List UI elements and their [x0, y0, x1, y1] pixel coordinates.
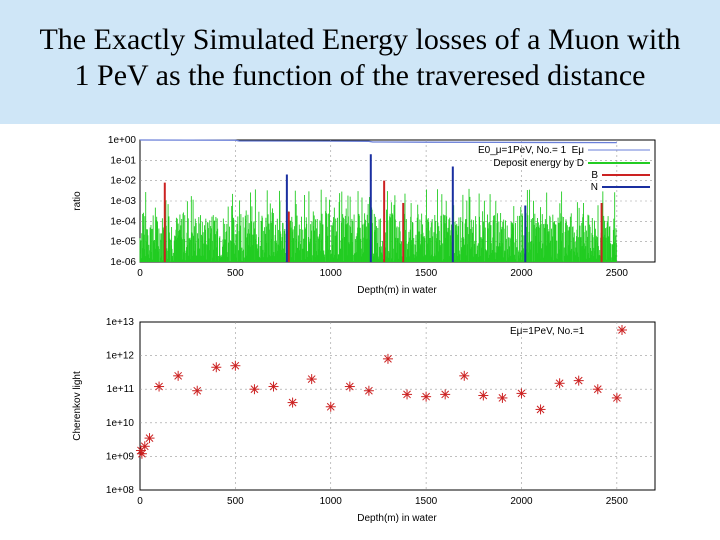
top-y-tick-label: 1e-04	[110, 216, 136, 227]
bottom-y-ticks: 1e+08 1e+09 1e+10 1e+11 1e+12 1e+13	[106, 317, 135, 496]
bottom-x-tick-label: 1500	[415, 496, 438, 507]
bottom-x-tick-label: 500	[227, 496, 244, 507]
scatter-point	[554, 378, 565, 389]
scatter-point	[592, 384, 603, 395]
bottom-legend: Eμ=1PeV, No.=1	[510, 325, 627, 337]
slide-title-line-2: 1 PeV as the function of the traveresed …	[74, 59, 646, 92]
top-y-ticks: 1e-06 1e-05 1e-04 1e-03 1e-02 1e-01 1e+00	[108, 135, 137, 268]
energy-ratio-chart: 1e-06 1e-05 1e-04 1e-03 1e-02 1e-01 1e+00 0 500…	[72, 135, 656, 296]
bottom-y-tick-label: 1e+08	[106, 485, 135, 496]
scatter-point	[440, 389, 451, 400]
scatter-point	[230, 360, 241, 371]
top-x-axis-label: Depth(m) in water	[357, 285, 437, 296]
bottom-legend-marker	[617, 325, 627, 335]
scatter-point	[136, 448, 147, 459]
top-y-tick-label: 1e+00	[108, 135, 137, 146]
top-y-tick-label: 1e-02	[110, 176, 136, 187]
scatter-point	[421, 391, 432, 402]
top-x-tick-label: 2000	[510, 268, 533, 279]
scatter-point	[268, 381, 279, 392]
emu-line	[139, 139, 617, 144]
top-legend-label-n: N	[591, 182, 598, 193]
scatter-point	[382, 353, 393, 364]
scatter-point	[306, 374, 317, 385]
top-x-tick-label: 500	[227, 268, 244, 279]
scatter-point	[287, 397, 298, 408]
bottom-y-tick-label: 1e+11	[107, 384, 135, 395]
top-y-tick-label: 1e-05	[110, 237, 136, 248]
scatter-point	[478, 390, 489, 401]
scatter-point	[192, 385, 203, 396]
slide-title-line-1: The Exactly Simulated Energy losses of a…	[39, 23, 681, 56]
bottom-x-tick-label: 2500	[606, 496, 629, 507]
top-x-tick-label: 1000	[320, 268, 343, 279]
bottom-x-ticks: 0 500 1000 1500 2000 2500	[137, 496, 628, 507]
top-y-tick-label: 1e-06	[110, 257, 136, 268]
scatter-point	[402, 389, 413, 400]
scatter-point	[249, 384, 260, 395]
scatter-point	[344, 381, 355, 392]
top-y-tick-label: 1e-03	[110, 196, 136, 207]
title-band	[0, 0, 720, 124]
scatter-point	[173, 370, 184, 381]
bottom-gridlines	[140, 322, 655, 490]
scatter-point	[535, 404, 546, 415]
scatter-point	[211, 362, 222, 373]
cherenkov-light-chart: 1e+08 1e+09 1e+10 1e+11 1e+12 1e+13 0 500 1000 1…	[72, 317, 656, 524]
top-x-tick-label: 1500	[415, 268, 438, 279]
bottom-x-axis-label: Depth(m) in water	[357, 513, 437, 524]
bottom-y-axis-label: Cherenkov light	[72, 371, 83, 441]
bottom-x-tick-label: 2000	[510, 496, 533, 507]
scatter-point	[154, 381, 165, 392]
scatter-point	[325, 401, 336, 412]
bottom-y-tick-label: 1e+09	[106, 451, 135, 462]
top-x-tick-label: 0	[137, 268, 143, 279]
top-legend-title: E0_μ=1PeV, No.= 1	[478, 145, 567, 156]
top-legend-label-deposit: Deposit energy by D	[493, 158, 584, 169]
top-x-tick-label: 2500	[606, 268, 629, 279]
top-legend: E0_μ=1PeV, No.= 1 Eμ Deposit energy by D…	[478, 145, 650, 193]
bottom-y-tick-label: 1e+10	[106, 418, 135, 429]
top-legend-label-emu: Eμ	[572, 145, 585, 156]
scatter-point	[144, 433, 155, 444]
bottom-y-tick-label: 1e+13	[106, 317, 135, 328]
top-y-axis-label: ratio	[72, 191, 83, 211]
top-x-ticks: 0 500 1000 1500 2000 2500	[137, 268, 628, 279]
scatter-point	[611, 392, 622, 403]
scatter-point	[573, 375, 584, 386]
top-series-lines	[139, 139, 617, 262]
bottom-plot-frame	[139, 321, 656, 491]
bottom-x-tick-label: 0	[137, 496, 143, 507]
scatter-point	[516, 388, 527, 399]
bottom-legend-label: Eμ=1PeV, No.=1	[510, 326, 585, 337]
scatter-point	[497, 392, 508, 403]
bottom-scatter-points	[135, 353, 622, 459]
bottom-y-tick-label: 1e+12	[106, 351, 135, 362]
bottom-x-tick-label: 1000	[320, 496, 343, 507]
scatter-point	[363, 385, 374, 396]
scatter-point	[459, 370, 470, 381]
top-y-tick-label: 1e-01	[110, 155, 136, 166]
slide-title: The Exactly Simulated Energy losses of a…	[0, 22, 720, 94]
scatter-point	[139, 441, 150, 452]
top-legend-label-b: B	[591, 170, 598, 181]
